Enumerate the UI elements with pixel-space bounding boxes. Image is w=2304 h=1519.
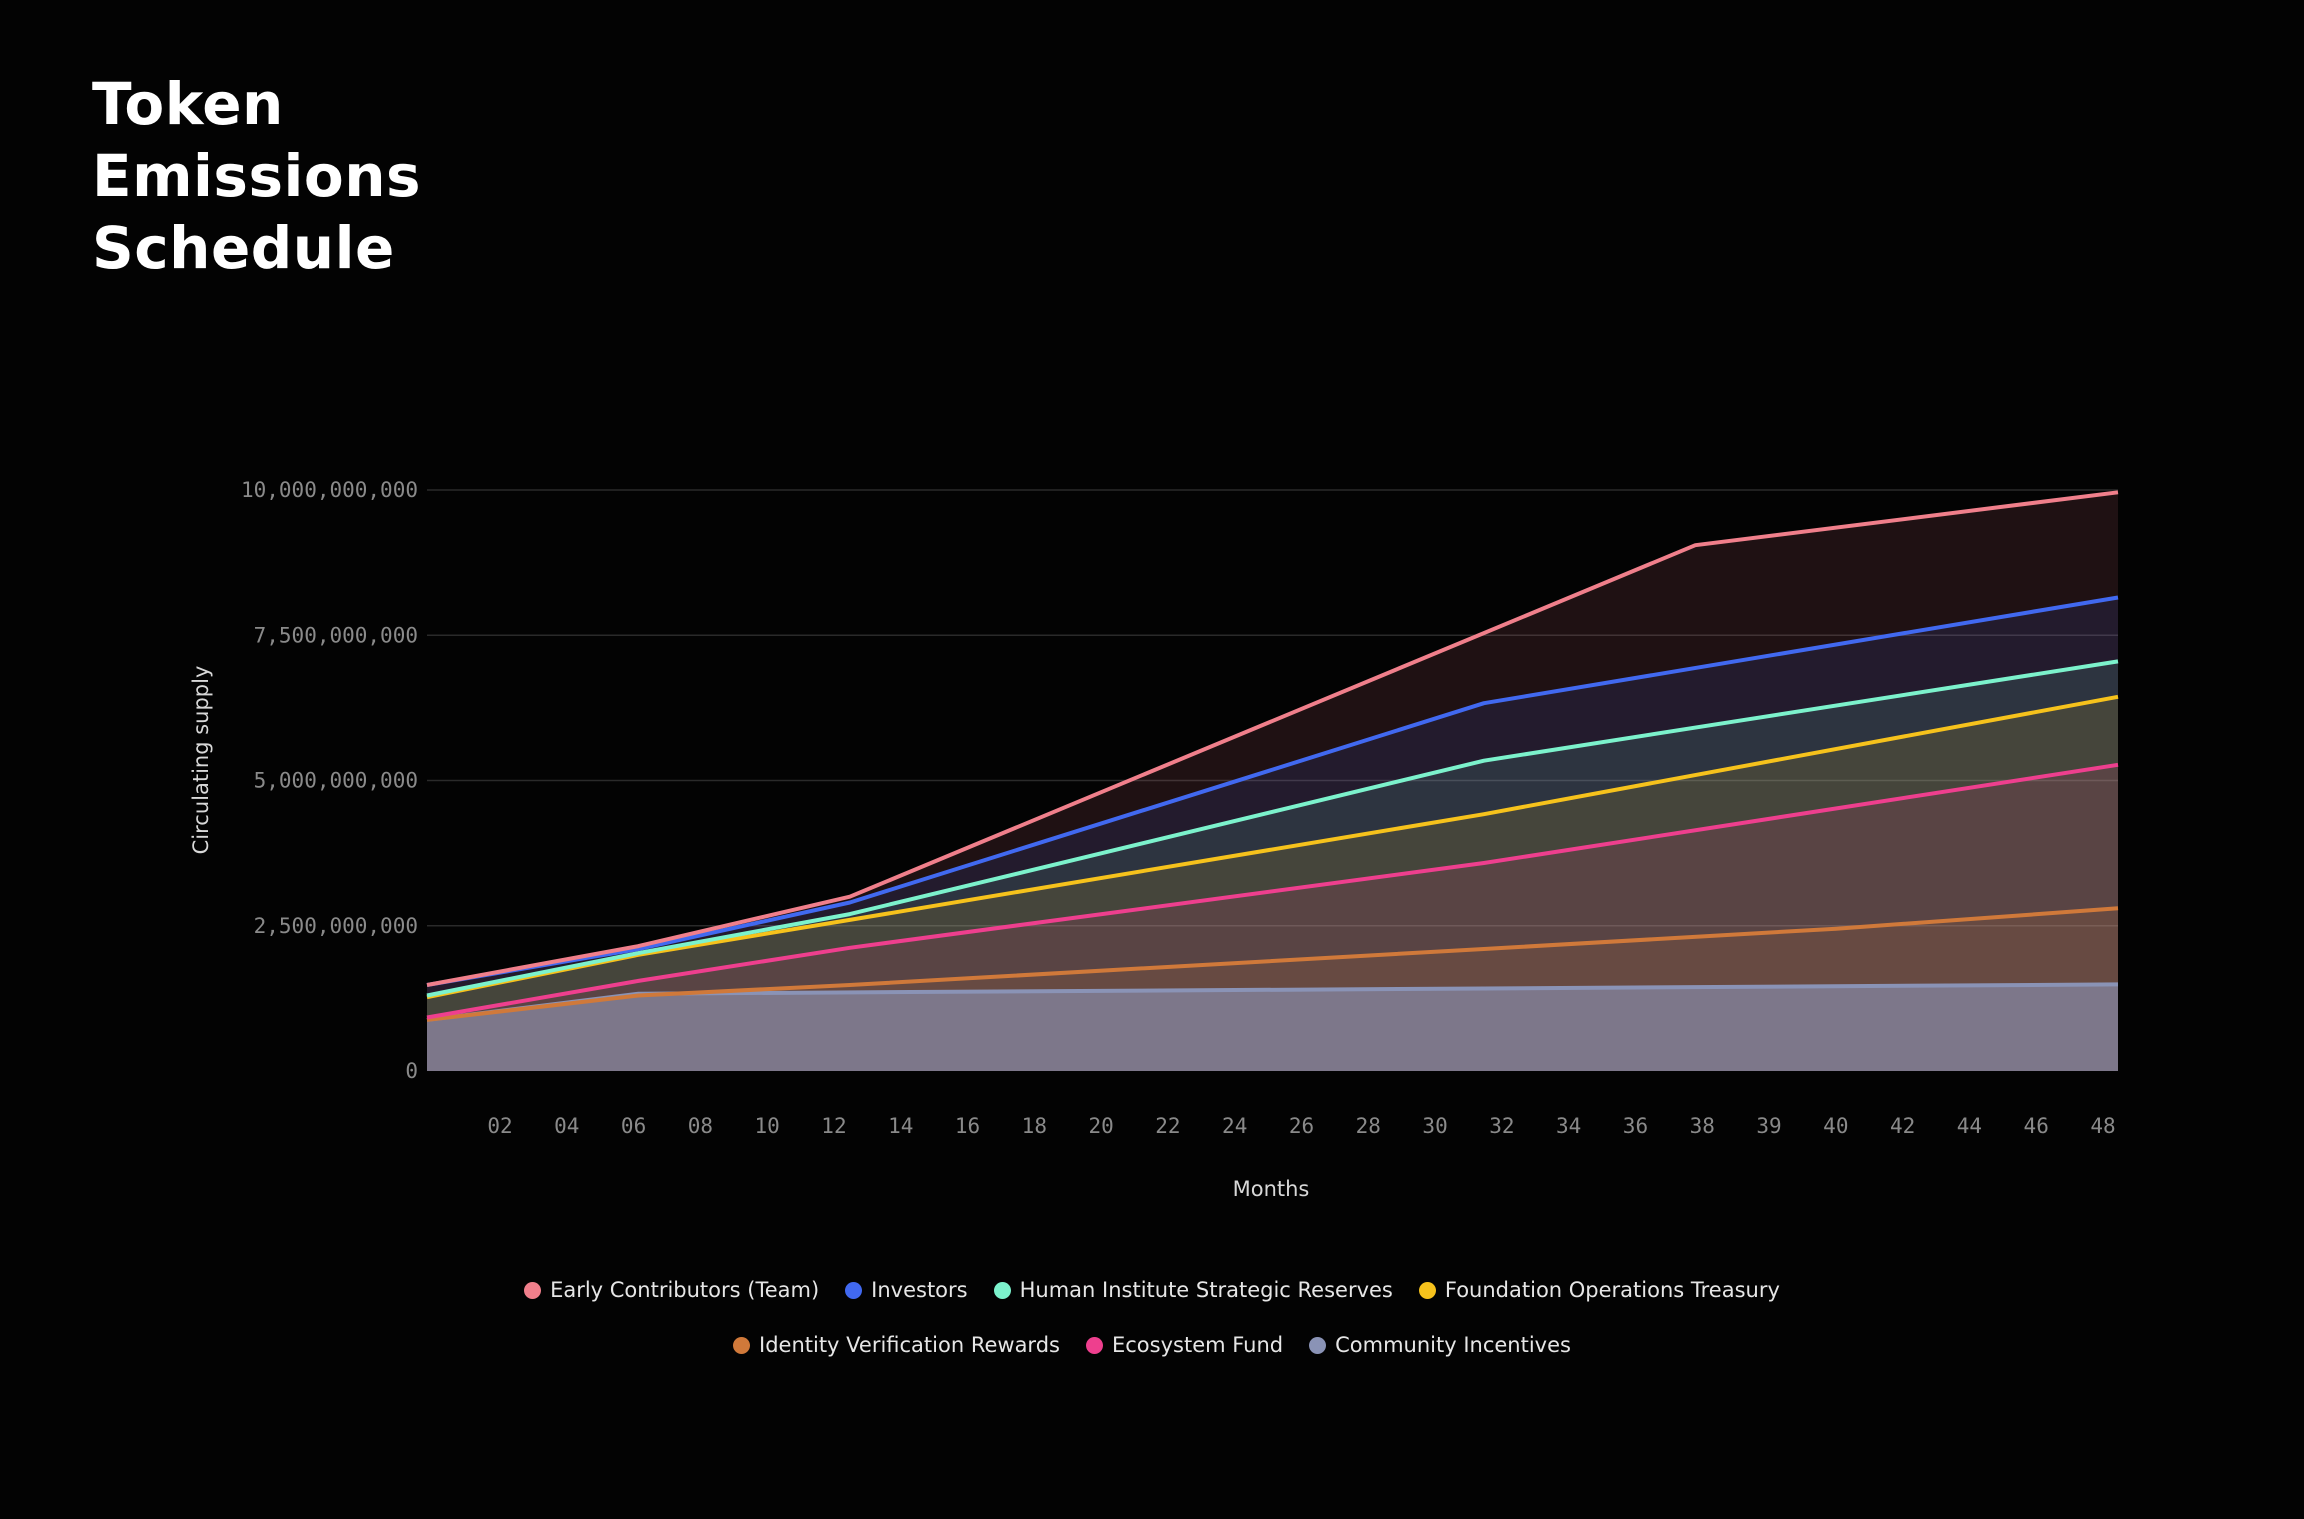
x-tick-label: 04 xyxy=(554,1114,579,1138)
x-tick-label: 26 xyxy=(1289,1114,1314,1138)
series-area xyxy=(427,696,2118,1071)
legend-item[interactable]: Identity Verification Rewards xyxy=(733,1333,1060,1357)
series-lines xyxy=(426,490,2119,1022)
legend-item[interactable]: Investors xyxy=(845,1278,968,1302)
legend-item[interactable]: Ecosystem Fund xyxy=(1085,1333,1284,1357)
legend-item[interactable]: Community Incentives xyxy=(1309,1333,1571,1357)
legend-swatch xyxy=(845,1281,863,1299)
x-tick-label: 40 xyxy=(1823,1114,1848,1138)
series-area xyxy=(427,661,2118,1071)
series-areas xyxy=(427,492,2118,1071)
y-axis-label: Circulating supply xyxy=(189,666,213,855)
x-tick-label: 20 xyxy=(1088,1114,1113,1138)
x-tick-label: 44 xyxy=(1957,1114,1982,1138)
x-axis-ticks: 02 04 06 08 10 12 14 16 18 20 22 24 26 28 30 32 34 36 38 39… xyxy=(487,1114,2115,1138)
y-axis-ticks: 0 2,500,000,000 5,000,000,000 7,500,000,000… xyxy=(241,478,418,1083)
x-tick-label: 48 xyxy=(2090,1114,2115,1138)
series-area xyxy=(427,984,2118,1071)
series-line xyxy=(426,906,2119,1022)
legend-row: Early Contributors (Team) Investors Human … xyxy=(0,1278,2304,1302)
series-area xyxy=(427,597,2118,1071)
x-tick-label: 16 xyxy=(955,1114,980,1138)
legend-item[interactable]: Human Institute Strategic Reserves xyxy=(993,1278,1393,1302)
legend-swatch xyxy=(1418,1281,1436,1299)
legend-swatch xyxy=(524,1281,542,1299)
legend-label: Identity Verification Rewards xyxy=(759,1333,1060,1357)
y-tick-label: 0 xyxy=(405,1059,418,1083)
x-tick-label: 06 xyxy=(621,1114,646,1138)
chart-title-line: Schedule xyxy=(92,214,395,282)
grid-lines xyxy=(427,489,2118,927)
series-area xyxy=(427,492,2118,1071)
x-tick-label: 38 xyxy=(1690,1114,1715,1138)
series-line xyxy=(426,659,2119,998)
series-line xyxy=(426,490,2119,987)
x-tick-label: 32 xyxy=(1489,1114,1514,1138)
series-line xyxy=(426,762,2119,1020)
legend-label: Investors xyxy=(871,1278,968,1302)
legend-swatch xyxy=(1309,1336,1327,1354)
y-tick-label: 10,000,000,000 xyxy=(241,478,418,502)
x-tick-label: 10 xyxy=(755,1114,780,1138)
x-tick-label: 22 xyxy=(1155,1114,1180,1138)
x-tick-label: 28 xyxy=(1356,1114,1381,1138)
legend-row: Identity Verification Rewards Ecosystem F… xyxy=(0,1333,2304,1357)
x-axis-label: Months xyxy=(1233,1177,1310,1201)
y-tick-label: 7,500,000,000 xyxy=(254,623,418,647)
y-tick-label: 5,000,000,000 xyxy=(254,769,418,793)
x-tick-label: 30 xyxy=(1422,1114,1447,1138)
chart-title-line: Token xyxy=(92,70,284,138)
legend-swatch xyxy=(733,1336,750,1354)
x-tick-label: 12 xyxy=(821,1114,846,1138)
x-tick-label: 08 xyxy=(688,1114,713,1138)
legend-item[interactable]: Foundation Operations Treasury xyxy=(1418,1278,1780,1302)
legend-label: Foundation Operations Treasury xyxy=(1444,1278,1780,1302)
legend-swatch xyxy=(993,1281,1011,1299)
x-tick-label: 42 xyxy=(1890,1114,1915,1138)
legend-swatch xyxy=(1085,1336,1103,1354)
y-tick-label: 2,500,000,000 xyxy=(254,914,418,938)
x-tick-label: 39 xyxy=(1756,1114,1781,1138)
legend-item[interactable]: Early Contributors (Team) xyxy=(524,1278,819,1302)
legend-label: Early Contributors (Team) xyxy=(550,1278,820,1302)
legend-label: Human Institute Strategic Reserves xyxy=(1019,1278,1393,1302)
chart-title-line: Emissions xyxy=(92,142,422,210)
legend-label: Community Incentives xyxy=(1335,1333,1571,1357)
x-tick-label: 36 xyxy=(1623,1114,1648,1138)
x-tick-label: 46 xyxy=(2024,1114,2049,1138)
x-tick-label: 14 xyxy=(888,1114,913,1138)
x-tick-label: 34 xyxy=(1556,1114,1581,1138)
legend-label: Ecosystem Fund xyxy=(1111,1333,1284,1357)
x-tick-label: 02 xyxy=(487,1114,512,1138)
x-tick-label: 18 xyxy=(1022,1114,1047,1138)
x-tick-label: 24 xyxy=(1222,1114,1247,1138)
chart-title: Token Emissions Schedule xyxy=(92,68,421,284)
